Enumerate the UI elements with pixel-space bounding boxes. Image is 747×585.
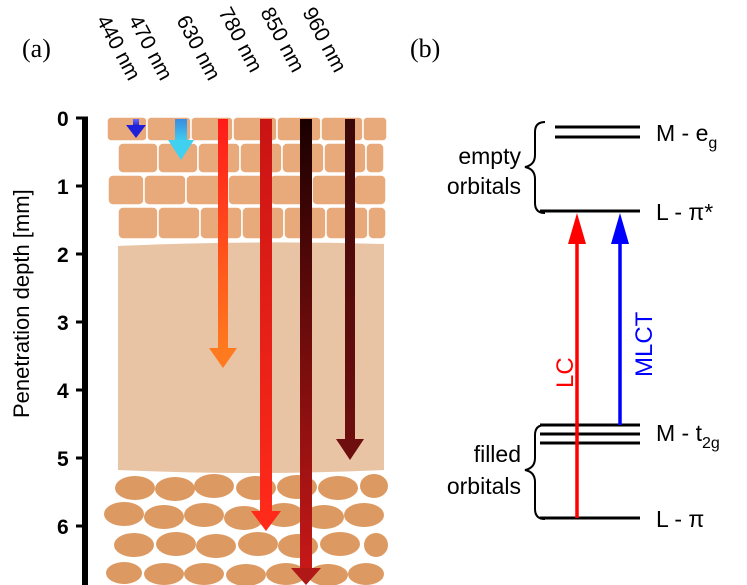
- panel-b-label: (b): [410, 34, 440, 63]
- group-empty-line2: orbitals: [447, 173, 521, 199]
- brace-empty: [524, 121, 546, 214]
- dermis-layer: [118, 242, 384, 473]
- label-m-eg: M - eg: [656, 120, 717, 152]
- group-filled-line1: filled: [474, 441, 521, 467]
- tick-label: 0: [57, 108, 69, 131]
- group-empty-line1: empty: [458, 143, 521, 169]
- tick-label: 1: [57, 176, 69, 199]
- subcutaneous-layer: [104, 474, 388, 585]
- panel-a-label: (a): [22, 34, 51, 63]
- energy-levels: [540, 125, 640, 520]
- tick-label: 6: [57, 516, 69, 539]
- axis-title: Penetration depth [mm]: [9, 189, 34, 418]
- group-filled-line2: orbitals: [447, 473, 521, 499]
- label-l-pi: L - π: [656, 506, 704, 532]
- tick-label: 2: [57, 244, 69, 267]
- arrow-470nm: [168, 119, 194, 160]
- wavelength-label-630: 630 nm: [172, 12, 225, 85]
- label-l-pi-star: L - π*: [656, 199, 713, 225]
- arrow-630nm: [209, 119, 237, 368]
- tick-label: 5: [57, 448, 69, 471]
- depth-ticks: 0 1 2 3 4 5 6: [57, 108, 88, 539]
- mlct-label: MLCT: [631, 311, 658, 377]
- brace-filled: [524, 424, 546, 520]
- depth-axis-line: [82, 118, 88, 585]
- lc-label: LC: [552, 357, 579, 388]
- arrow-850nm: [291, 119, 321, 585]
- mlct-arrow: [611, 213, 629, 425]
- arrow-440nm: [126, 119, 146, 138]
- arrow-960nm: [336, 119, 364, 460]
- label-m-t2g: M - t2g: [656, 420, 720, 452]
- wavelength-labels: 440 nm 470 nm 630 nm 780 nm 850 nm 960 n…: [92, 4, 351, 85]
- tick-label: 4: [57, 380, 69, 403]
- tick-label: 3: [57, 312, 69, 335]
- arrow-780nm: [251, 119, 281, 531]
- lc-arrow: [568, 213, 586, 518]
